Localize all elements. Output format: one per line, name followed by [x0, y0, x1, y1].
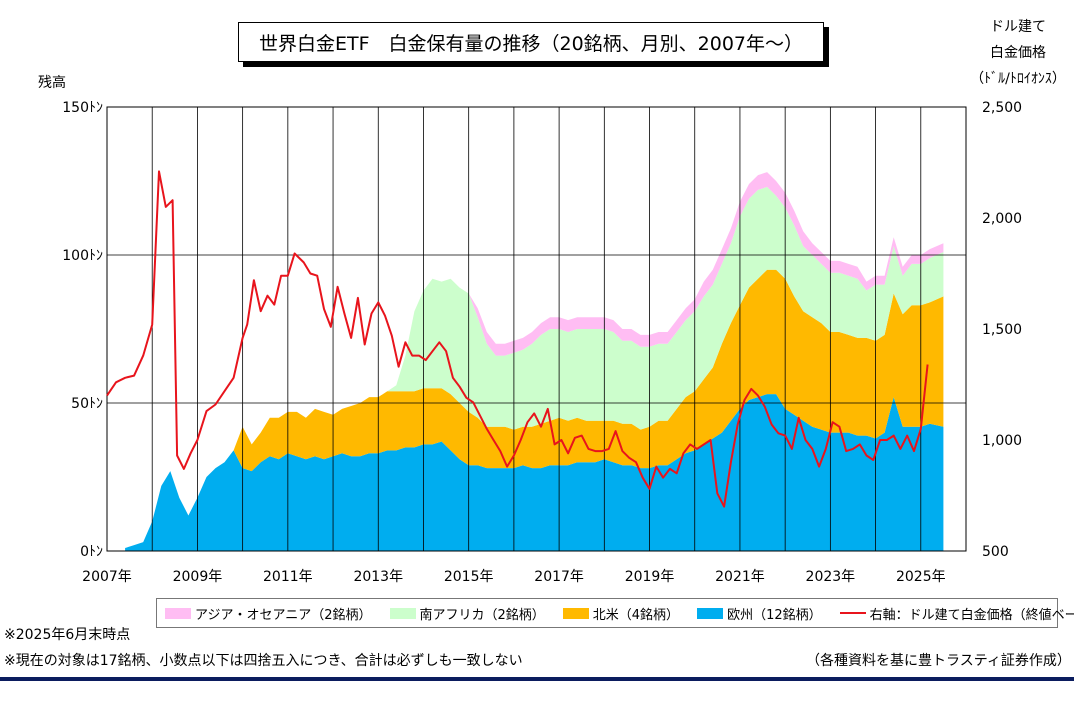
chart-title: 世界白金ETF 白金保有量の推移（20銘柄、月別、2007年～） — [238, 22, 824, 62]
note-date: ※2025年6月末時点 — [4, 627, 131, 643]
platinum-etf-chart: 150ﾄﾝ 100ﾄﾝ 50ﾄﾝ 0ﾄﾝ 2,500 2,000 1,500 1,000 500… — [62, 100, 1022, 585]
x-tick-label: 2017年 — [534, 569, 584, 585]
x-tick-label: 2013年 — [353, 569, 403, 585]
area-series-2 — [125, 186, 944, 548]
x-tick-label: 2009年 — [173, 569, 223, 585]
left-tick-label: 50ﾄﾝ — [71, 396, 103, 412]
legend-swatch-europe — [697, 607, 724, 619]
legend-item-asia: アジア・オセアニア（2銘柄） — [165, 604, 372, 623]
area-series-0 — [125, 394, 944, 551]
left-tick-label: 100ﾄﾝ — [62, 248, 103, 264]
left-tick-label: 150ﾄﾝ — [62, 100, 103, 116]
legend-item-europe: 欧州（12銘柄） — [697, 604, 822, 623]
x-tick-label: 2025年 — [896, 569, 946, 585]
source-note: （各種資料を基に豊トラスティ証券作成） — [806, 653, 1071, 669]
legend-label-europe: 欧州（12銘柄） — [727, 607, 822, 623]
right-axis-title-line-3: （ﾄﾞﾙ/ﾄﾛｲｵﾝｽ） — [970, 71, 1066, 87]
legend-swatch-asia — [165, 607, 191, 619]
left-tick-label: 0ﾄﾝ — [80, 544, 103, 560]
x-tick-label: 2019年 — [625, 569, 675, 585]
right-tick-label: 2,500 — [982, 100, 1022, 116]
right-tick-label: 1,000 — [982, 433, 1022, 449]
legend-line-price — [839, 612, 866, 614]
legend-item-south-africa: 南アフリカ（2銘柄） — [389, 604, 545, 623]
legend: アジア・オセアニア（2銘柄） 南アフリカ（2銘柄） 北米（4銘柄） 欧州（12銘… — [156, 598, 1074, 628]
plot-border — [106, 106, 967, 552]
right-axis-title-line-2: 白金価格 — [990, 45, 1046, 61]
legend-item-north-america: 北米（4銘柄） — [562, 604, 680, 623]
legend-label-asia: アジア・オセアニア（2銘柄） — [195, 607, 372, 623]
right-axis-title-line-1: ドル建て — [990, 19, 1046, 35]
legend-swatch-north-america — [562, 607, 589, 619]
right-axis-title: ドル建て 白金価格 （ﾄﾞﾙ/ﾄﾛｲｵﾝｽ） — [968, 14, 1068, 92]
x-tick-label: 2007年 — [82, 569, 132, 585]
legend-label-north-america: 北米（4銘柄） — [592, 607, 680, 623]
x-tick-label: 2011年 — [263, 569, 313, 585]
note-count: ※現在の対象は17銘柄、小数点以下は四捨五入につき、合計は必ずしも一致しない — [4, 653, 523, 669]
price-line — [106, 170, 929, 508]
x-tick-label: 2021年 — [715, 569, 765, 585]
legend-label-south-africa: 南アフリカ（2銘柄） — [419, 607, 545, 623]
legend-label-price: 右軸：ドル建て白金価格（終値ベース） — [869, 607, 1074, 623]
bottom-rule — [0, 677, 1074, 681]
x-tick-label: 2015年 — [444, 569, 494, 585]
legend-swatch-south-africa — [389, 607, 416, 619]
right-tick-label: 1,500 — [982, 322, 1022, 338]
right-tick-label: 2,000 — [982, 211, 1022, 227]
legend-item-price: 右軸：ドル建て白金価格（終値ベース） — [839, 604, 1074, 623]
right-tick-label: 500 — [982, 544, 1009, 560]
area-series-1 — [125, 269, 944, 548]
x-tick-label: 2023年 — [806, 569, 856, 585]
left-axis-title: 残高 — [38, 75, 66, 91]
